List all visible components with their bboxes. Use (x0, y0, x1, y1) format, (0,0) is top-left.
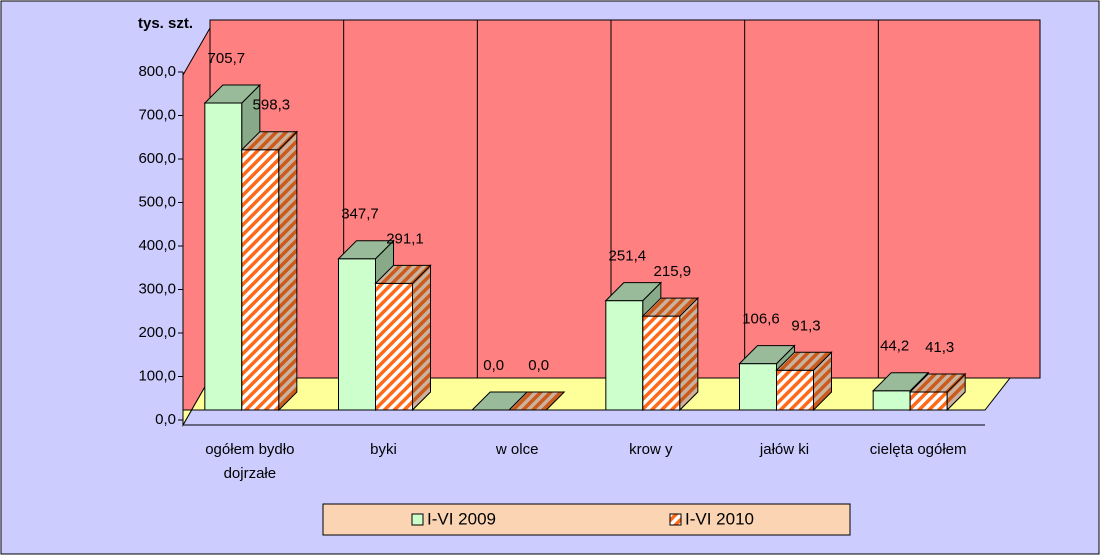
value-label: 215,9 (654, 263, 692, 280)
bar-front (605, 300, 644, 411)
bar-front (739, 363, 777, 411)
bar-side (679, 296, 699, 412)
y-tick-label: 200,0 (138, 324, 176, 341)
legend-label: I-VI 2010 (685, 509, 754, 528)
value-label: 41,3 (925, 339, 954, 356)
x-tick-label: ogółem bydło dojrzałe (205, 441, 294, 482)
value-label: 347,7 (341, 206, 379, 223)
value-label: 251,4 (609, 248, 647, 265)
bar-top (374, 264, 432, 284)
legend-label: I-VI 2009 (427, 509, 496, 528)
bar-front (204, 102, 243, 411)
x-tick-label: krow y (629, 441, 673, 458)
x-tick-label: byki (370, 441, 397, 458)
y-tick-label: 600,0 (138, 150, 176, 167)
bar-top (507, 391, 566, 411)
value-label: 705,7 (208, 50, 246, 67)
bar-side (278, 130, 298, 412)
bar-top (337, 240, 395, 260)
y-tick-label: 400,0 (138, 237, 176, 254)
bar-front (338, 258, 376, 411)
bar-front (642, 315, 681, 411)
value-label: 0,0 (528, 357, 549, 374)
x-tick-label: w olce (495, 441, 539, 458)
bar-top (871, 372, 930, 392)
y-axis-label: tys. szt. (138, 15, 193, 32)
value-label: 106,6 (742, 311, 780, 328)
bar-front (776, 369, 814, 411)
value-label: 91,3 (791, 317, 820, 334)
bar-top (604, 282, 663, 302)
value-label: 44,2 (880, 338, 909, 355)
bar-top (775, 351, 833, 371)
value-label: 0,0 (483, 357, 504, 374)
y-tick-label: 800,0 (138, 63, 176, 80)
y-tick-label: 0,0 (155, 411, 176, 428)
x-tick-label: cielęta ogółem (870, 441, 967, 458)
bar-front (872, 390, 911, 411)
bar-top (203, 84, 262, 104)
bar-top (908, 373, 967, 393)
value-label: 291,1 (386, 230, 424, 247)
bar-front (241, 149, 280, 411)
y-tick-label: 100,0 (138, 367, 176, 384)
bar-top (641, 297, 700, 317)
y-tick-label: 700,0 (138, 106, 176, 123)
value-label: 598,3 (253, 97, 291, 114)
legend (322, 503, 851, 536)
y-tick-label: 300,0 (138, 280, 176, 297)
legend-marker (669, 513, 682, 526)
bar-top (240, 131, 299, 151)
x-tick-label: jałów ki (759, 441, 809, 458)
bar-side (412, 264, 431, 412)
bar-top (738, 345, 796, 365)
bar-front (909, 391, 948, 411)
y-tick-label: 500,0 (138, 193, 176, 210)
bar-front (375, 282, 413, 411)
legend-marker (411, 513, 424, 526)
